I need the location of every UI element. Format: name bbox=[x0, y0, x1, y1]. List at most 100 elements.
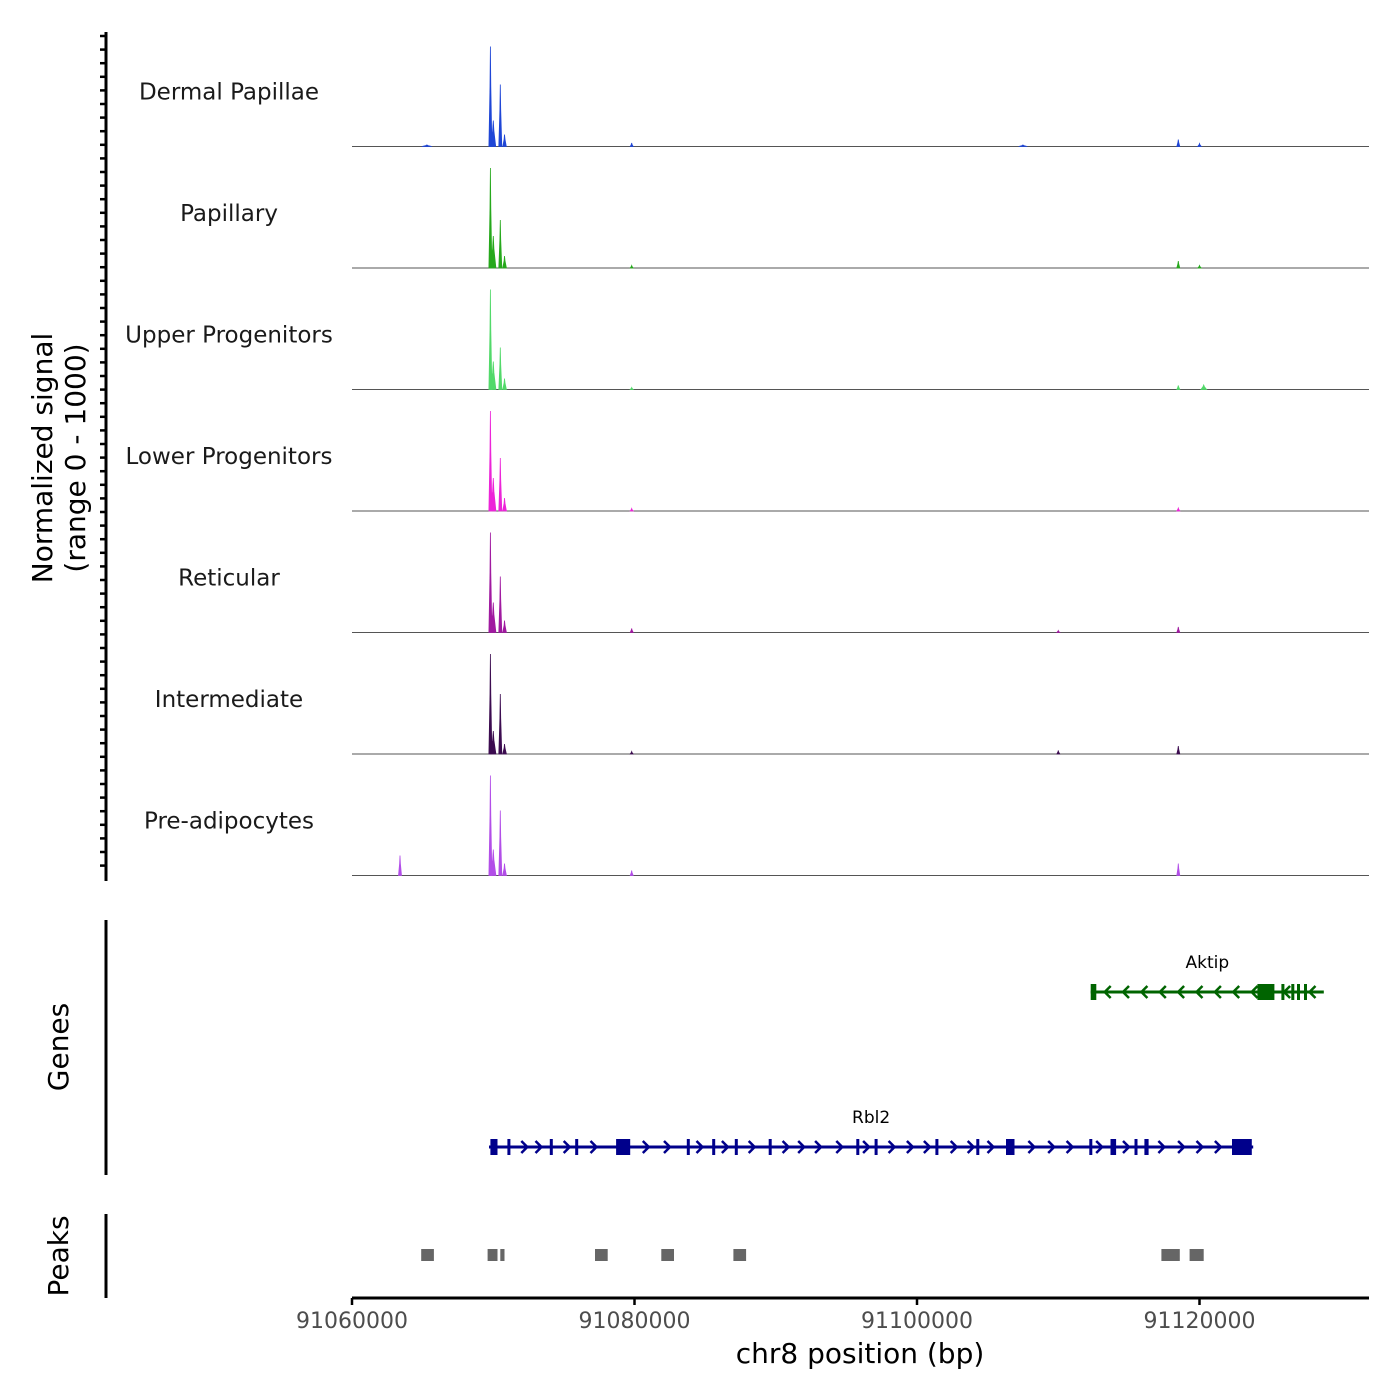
gene-strand-chevron bbox=[1095, 1140, 1104, 1154]
gene-model: Aktip bbox=[1090, 953, 1324, 1000]
coverage-peak bbox=[502, 743, 507, 755]
gene-exon bbox=[1291, 984, 1295, 1000]
coverage-peak bbox=[488, 410, 493, 512]
genes-panel: Genes Aktip Rbl2 bbox=[42, 920, 1324, 1175]
gene-strand-chevron bbox=[1065, 1140, 1075, 1154]
coverage-peak bbox=[488, 46, 493, 147]
gene-strand-chevron bbox=[986, 1140, 996, 1154]
x-tick-label: 91060000 bbox=[296, 1309, 408, 1334]
coverage-peak bbox=[488, 289, 493, 390]
gene-strand-chevron bbox=[1176, 985, 1185, 999]
gene-strand-chevron bbox=[1194, 985, 1204, 999]
gene-strand-chevron bbox=[1214, 1140, 1223, 1154]
gene-exon bbox=[490, 1139, 498, 1155]
gene-exon bbox=[1297, 984, 1300, 1000]
track-label: Pre-adipocytes bbox=[144, 809, 314, 835]
gene-label: Rbl2 bbox=[852, 1108, 890, 1128]
peaks-axis-title: Peaks bbox=[42, 1215, 75, 1296]
gene-strand-chevron bbox=[887, 1140, 897, 1154]
gene-strand-chevron bbox=[1249, 985, 1259, 999]
gene-strand-chevron bbox=[562, 1140, 572, 1154]
x-axis-ticks: 91060000 91080000 91100000 91120000 bbox=[296, 1298, 1255, 1334]
coverage-peak bbox=[629, 386, 635, 390]
coverage-peak bbox=[498, 576, 503, 633]
coverage-peak bbox=[488, 532, 493, 633]
gene-exon bbox=[1089, 1139, 1093, 1155]
gene-exon bbox=[1006, 1139, 1015, 1155]
coverage-track: Reticular bbox=[178, 532, 1369, 633]
gene-exon bbox=[734, 1139, 738, 1155]
coverage-peak bbox=[498, 810, 503, 876]
gene-model: Rbl2 bbox=[489, 1108, 1254, 1155]
coverage-peak bbox=[629, 750, 635, 755]
gene-exon bbox=[976, 1139, 980, 1155]
track-label: Papillary bbox=[180, 201, 278, 227]
gene-strand-chevron bbox=[862, 1140, 871, 1154]
x-tick-label: 91080000 bbox=[579, 1309, 691, 1334]
gene-models: Aktip Rbl2 bbox=[489, 953, 1324, 1155]
coverage-peak bbox=[1176, 139, 1181, 147]
coverage-peak bbox=[1056, 750, 1061, 755]
coverage-peak bbox=[502, 255, 507, 269]
coverage-peak bbox=[629, 507, 635, 512]
gene-exon bbox=[1257, 984, 1275, 1000]
gene-exon bbox=[768, 1139, 772, 1155]
gene-exon bbox=[549, 1139, 553, 1155]
gene-strand-chevron bbox=[835, 1140, 845, 1154]
coverage-peak bbox=[488, 775, 493, 876]
gene-exon bbox=[712, 1139, 716, 1155]
gene-strand-chevron bbox=[906, 1140, 915, 1154]
gene-strand-chevron bbox=[966, 1140, 976, 1154]
gene-strand-chevron bbox=[1231, 985, 1241, 999]
peak-region bbox=[661, 1249, 674, 1261]
gene-strand-chevron bbox=[923, 1140, 932, 1154]
gene-strand-chevron bbox=[1213, 985, 1222, 999]
gene-exon bbox=[616, 1139, 631, 1155]
coverage-tracks: Dermal Papillae Papillary Upper Progenitor… bbox=[125, 46, 1369, 876]
peak-region bbox=[487, 1249, 498, 1261]
coverage-peak bbox=[421, 144, 432, 147]
gene-strand-chevron bbox=[589, 1140, 599, 1154]
gene-strand-chevron bbox=[1282, 985, 1291, 999]
coverage-peak bbox=[629, 142, 634, 147]
coverage-peak bbox=[629, 264, 635, 269]
track-label: Upper Progenitors bbox=[125, 323, 333, 349]
coverage-track: Upper Progenitors bbox=[125, 289, 1369, 390]
coverage-peak bbox=[629, 628, 634, 633]
gene-strand-chevron bbox=[1195, 1140, 1205, 1154]
gene-strand-chevron bbox=[1102, 985, 1112, 999]
coverage-peak bbox=[490, 120, 497, 147]
coverage-peak bbox=[498, 219, 503, 269]
coverage-peak bbox=[1176, 506, 1181, 512]
gene-strand-chevron bbox=[1158, 985, 1167, 999]
peak-region bbox=[500, 1249, 505, 1261]
gene-exon bbox=[1090, 984, 1097, 1000]
gene-strand-chevron bbox=[747, 1140, 757, 1154]
gene-strand-chevron bbox=[1121, 985, 1130, 999]
coverage-peak bbox=[502, 134, 507, 147]
coverage-peak bbox=[498, 347, 503, 390]
peaks-panel: Peaks bbox=[42, 1214, 1204, 1298]
coverage-peak bbox=[490, 602, 497, 633]
track-label: Intermediate bbox=[155, 687, 303, 713]
peak-region bbox=[421, 1249, 434, 1261]
coverage-y-ticks bbox=[100, 34, 106, 867]
coverage-peak bbox=[502, 620, 507, 633]
coverage-peak bbox=[498, 693, 503, 755]
coverage-peak bbox=[502, 497, 507, 512]
gene-strand-chevron bbox=[663, 1140, 672, 1154]
gene-strand-chevron bbox=[781, 1140, 791, 1154]
track-label: Dermal Papillae bbox=[139, 80, 319, 106]
gene-label: Aktip bbox=[1185, 953, 1229, 973]
coverage-peak bbox=[502, 863, 507, 876]
coverage-peak bbox=[398, 855, 402, 876]
coverage-track: Pre-adipocytes bbox=[144, 775, 1369, 876]
coverage-peak bbox=[1176, 863, 1181, 876]
coverage-track: Papillary bbox=[180, 167, 1369, 269]
coverage-peak bbox=[490, 849, 497, 876]
gene-strand-chevron bbox=[520, 1140, 530, 1154]
peak-region bbox=[1189, 1249, 1204, 1261]
coverage-track: Dermal Papillae bbox=[139, 46, 1369, 147]
coverage-peak bbox=[1176, 626, 1181, 633]
